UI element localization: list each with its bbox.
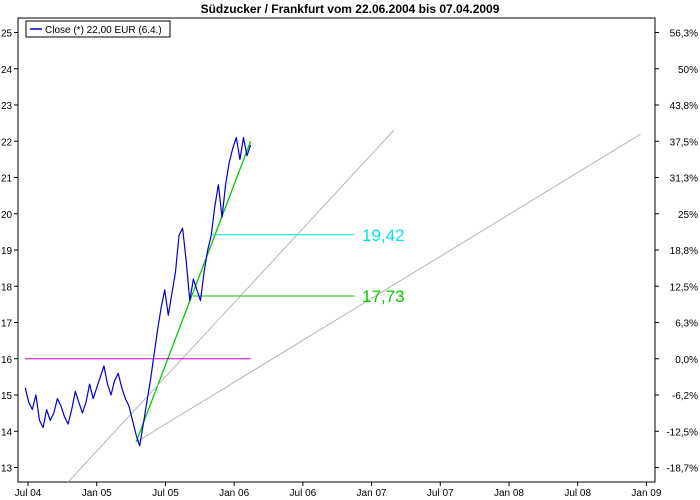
y-tick-label-left: 14 <box>1 427 13 438</box>
y-tick-label-right: 43,8% <box>670 101 698 112</box>
trend-line <box>135 141 252 443</box>
y-tick-label-right: 12,5% <box>670 282 698 293</box>
y-tick-label-left: 22 <box>1 137 13 148</box>
y-tick-label-right: -6,2% <box>672 391 698 402</box>
x-tick-label: Jul 04 <box>15 488 42 499</box>
y-tick-label-right: -12,5% <box>666 427 698 438</box>
y-tick-label-right: 50% <box>678 65 698 76</box>
y-tick-label-left: 19 <box>1 246 13 257</box>
y-tick-label-left: 13 <box>1 464 13 475</box>
plot-frame <box>17 17 656 483</box>
y-tick-label-left: 24 <box>1 65 13 76</box>
y-tick-label-right: 0,0% <box>675 355 698 366</box>
y-tick-label-left: 21 <box>1 174 13 185</box>
level-label-0: 19,42 <box>362 226 405 245</box>
x-tick-label: Jan 07 <box>357 488 387 499</box>
y-tick-label-left: 16 <box>1 355 13 366</box>
x-tick-label: Jan 09 <box>631 488 661 499</box>
series-line-0 <box>24 137 252 447</box>
y-tick-label-right: 25% <box>678 210 698 221</box>
y-tick-label-right: 31,3% <box>670 174 698 185</box>
support_gray-line <box>67 130 395 483</box>
x-tick-label: Jan 06 <box>219 488 249 499</box>
x-tick-label: Jul 05 <box>152 488 179 499</box>
x-tick-label: Jan 08 <box>494 488 524 499</box>
chart-title: Südzucker / Frankfurt vom 22.06.2004 bis… <box>201 2 500 16</box>
y-tick-label-right: 18,8% <box>670 246 698 257</box>
y-tick-label-right: -18,7% <box>666 464 698 475</box>
support_gray_2-line <box>135 133 641 443</box>
x-tick-label: Jan 05 <box>82 488 112 499</box>
y-tick-label-left: 17 <box>1 319 13 330</box>
y-tick-label-right: 56,3% <box>670 29 698 40</box>
y-tick-label-left: 25 <box>1 29 13 40</box>
level-label-1: 17,73 <box>362 287 405 306</box>
x-tick-label: Jul 07 <box>427 488 454 499</box>
y-tick-label-left: 20 <box>1 210 13 221</box>
y-tick-label-left: 23 <box>1 101 13 112</box>
y-tick-label-left: 18 <box>1 282 13 293</box>
y-tick-label-right: 6,3% <box>675 319 698 330</box>
x-tick-label: Jul 08 <box>564 488 591 499</box>
y-tick-label-left: 15 <box>1 391 13 402</box>
legend-label: Close (*) 22,00 EUR (6.4.) <box>45 25 162 36</box>
x-tick-label: Jul 06 <box>290 488 317 499</box>
legend-box <box>25 20 171 38</box>
y-tick-label-right: 37,5% <box>670 137 698 148</box>
